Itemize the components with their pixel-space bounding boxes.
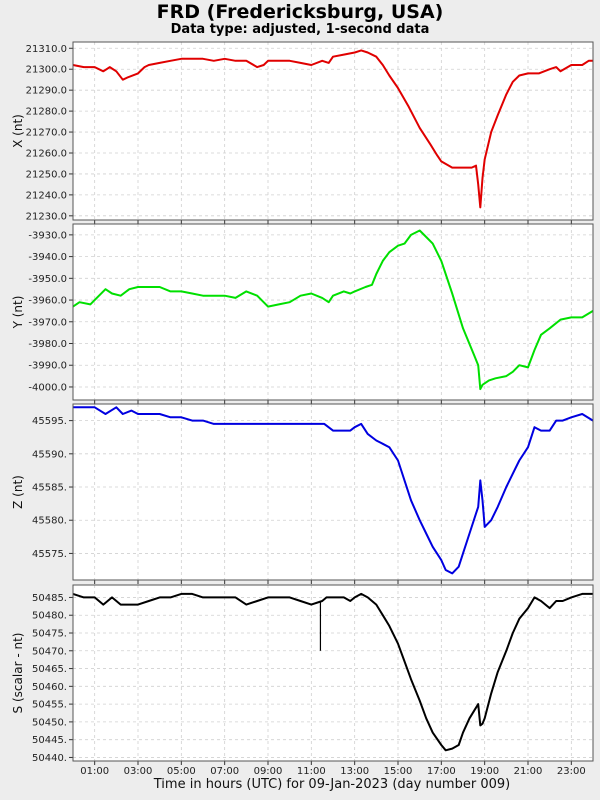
x-tick-label: 15:00 [384, 766, 413, 777]
plot-frame [72, 223, 594, 401]
x-tick-label: 03:00 [124, 766, 153, 777]
y-tick-label: -3990.0 [28, 361, 67, 372]
y-tick-label: -3950.0 [28, 274, 67, 285]
x-tick-label: 23:00 [557, 766, 586, 777]
y-tick-label: 50460. [32, 682, 67, 693]
y-tick-label: -3930.0 [28, 230, 67, 241]
panel-1: 21230.0 21240.0 21250.0 21260.0 21270.0 21280… [11, 41, 594, 224]
plot-frame [72, 584, 594, 762]
panel-2: -4000.0 -3990.0 -3980.0 -3970.0 -3960.0 -3950… [11, 223, 594, 404]
y-tick-label: 45580. [32, 516, 67, 527]
x-tick-label: 11:00 [297, 766, 326, 777]
plot-frame [72, 403, 594, 581]
y-tick-label: 50485. [32, 593, 67, 604]
plot-frame [72, 41, 594, 221]
panel-4: 50440. 50445. 50450. 50455. 50460. 50465. 5047… [11, 584, 594, 777]
x-tick-label: 13:00 [340, 766, 369, 777]
y-tick-label: 21280.0 [26, 107, 67, 118]
plot-background [73, 585, 593, 761]
y-tick-label: 50465. [32, 664, 67, 675]
series-line [72, 229, 594, 391]
y-tick-label: 21260.0 [26, 148, 67, 159]
x-tick-label: 09:00 [254, 766, 283, 777]
y-tick-label: -3980.0 [28, 339, 67, 350]
x-tick-label: 19:00 [470, 766, 499, 777]
y-tick-label: 45575. [32, 549, 67, 560]
series-line [72, 49, 593, 209]
y-tick-label: 21310.0 [26, 44, 67, 55]
x-tick-label: 17:00 [427, 766, 456, 777]
panel-3: 45575. 45580. 45585. 45590. 45595. Z (nt) [11, 403, 594, 584]
plot-background [73, 224, 593, 400]
x-tick-label: 21:00 [514, 766, 543, 777]
y-tick-label: 21240.0 [26, 190, 67, 201]
plot-background [73, 404, 593, 580]
x-tick-label: 07:00 [210, 766, 239, 777]
plot-background [73, 42, 593, 220]
y-tick-label: 45595. [32, 416, 67, 427]
y-tick-label: 21270.0 [26, 128, 67, 139]
y-axis-label: S (scalar - nt) [11, 633, 25, 714]
y-tick-label: -3960.0 [28, 296, 67, 307]
y-axis-label: Y (nt) [11, 296, 25, 330]
y-tick-label: 50445. [32, 735, 67, 746]
y-tick-label: 50455. [32, 700, 67, 711]
y-tick-label: -3940.0 [28, 252, 67, 263]
y-tick-label: 50450. [32, 717, 67, 728]
y-tick-label: -4000.0 [28, 382, 67, 393]
x-tick-label: 01:00 [80, 766, 109, 777]
y-axis-label: Z (nt) [11, 475, 25, 509]
chart-subtitle: Data type: adjusted, 1-second data [170, 22, 430, 37]
y-tick-label: -3970.0 [28, 317, 67, 328]
chart-title: FRD (Fredericksburg, USA) [156, 1, 444, 23]
y-tick-label: 45590. [32, 449, 67, 460]
y-tick-label: 50440. [32, 753, 67, 764]
y-tick-label: 21250.0 [26, 169, 67, 180]
x-axis-label: Time in hours (UTC) for 09-Jan-2023 (day… [153, 777, 511, 792]
y-tick-label: 45585. [32, 483, 67, 494]
series-line [72, 592, 593, 752]
y-tick-label: 21300.0 [26, 65, 67, 76]
y-axis-label: X (nt) [11, 114, 25, 148]
x-tick-label: 05:00 [167, 766, 196, 777]
y-tick-label: 50480. [32, 611, 67, 622]
y-tick-label: 50475. [32, 629, 67, 640]
y-tick-label: 21290.0 [26, 86, 67, 97]
y-tick-label: 21230.0 [26, 211, 67, 222]
series-line [73, 406, 594, 575]
y-tick-label: 50470. [32, 646, 67, 657]
